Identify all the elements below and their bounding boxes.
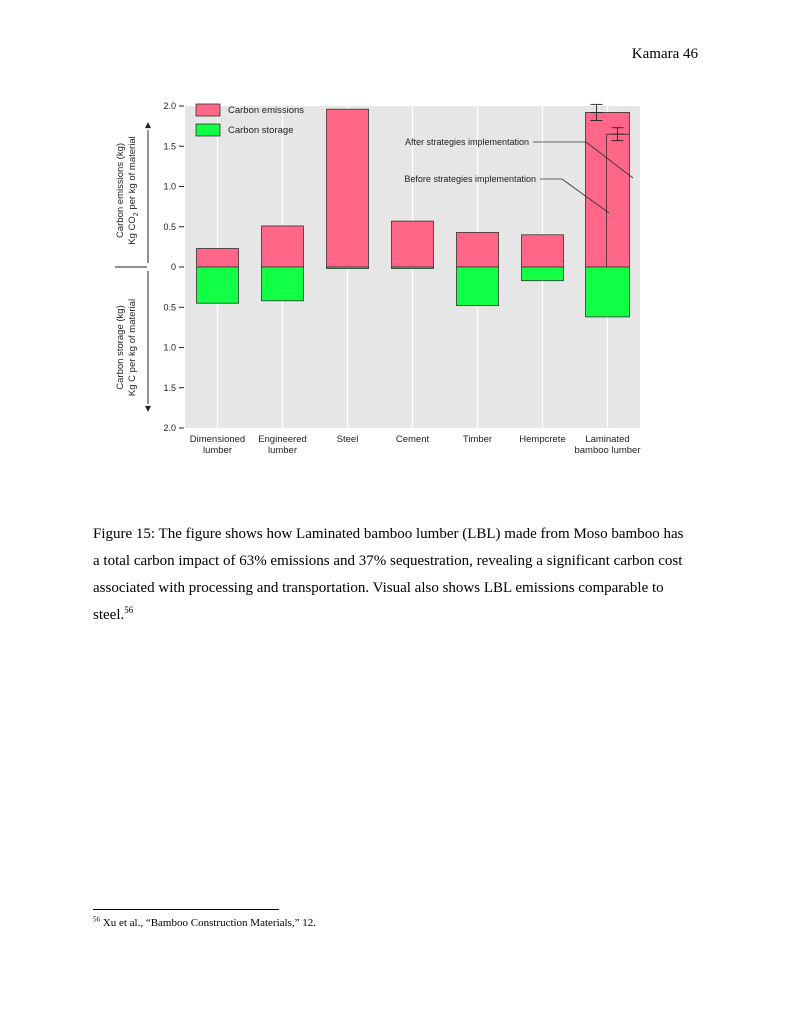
bar-emissions [391,220,434,268]
y-tick-label: 2.0 [163,423,176,433]
annotation-after: After strategies implementation [405,137,529,147]
bar-storage [521,266,564,282]
x-tick-label: Cement [396,434,430,445]
legend-swatch [195,123,221,137]
footnote: 56 Xu et al., “Bamboo Construction Mater… [93,915,316,929]
carbon-chart: 2.0 1.5 1.0 0.5 0 0.5 1.0 1.5 2.0 Carbon emission… [110,92,670,462]
x-tick-label: lumber [203,445,232,456]
footnote-rule [93,909,279,910]
y-tick-label: 2.0 [163,101,176,111]
y-axis-label-emissions-units: Kg CO2 per kg of material [127,136,140,244]
y-tick-label: 0.5 [163,302,176,312]
caption-text: Figure 15: The figure shows how Laminate… [93,526,684,623]
bar-emissions [196,248,239,268]
x-tick-label: Steel [337,434,359,445]
y-tick-label: 1.0 [163,182,176,192]
y-axis-label-storage-units: Kg C per kg of material [127,299,138,396]
bar-emissions [261,225,304,268]
x-tick-label: Laminated [585,434,629,445]
x-tick-label: Hempcrete [519,434,565,445]
bar-storage [391,266,434,270]
y-axis-arrow-up-head [145,122,151,129]
y-axis-arrow-down-head [145,405,151,412]
x-tick-label: bamboo lumber [574,445,640,456]
x-tick-label: Engineered [258,434,307,445]
footnote-number: 56 [93,915,100,924]
y-tick-label: 1.0 [163,343,176,353]
figure-caption: Figure 15: The figure shows how Laminate… [93,521,693,629]
y-axis-label-part: per kg of material [127,136,138,212]
bar-storage [261,266,304,302]
bar-emissions [585,112,630,268]
y-axis-label-part: Kg CO [127,216,138,245]
annotation-after-leader [585,141,634,179]
x-tick-label: Dimensioned [190,434,245,445]
legend-swatch [195,103,221,117]
bar-storage [196,266,239,304]
bar-storage [585,266,630,318]
y-tick-label: 1.5 [163,141,176,151]
bar-storage [456,266,499,307]
y-tick-label: 0.5 [163,222,176,232]
footnote-text: Xu et al., “Bamboo Construction Material… [102,917,316,929]
y-axis-label-emissions: Carbon emissions (kg) [115,143,126,238]
annotation-before: Before strategies implementation [404,174,536,184]
annotation-before-leader [561,178,610,214]
bar-emissions [456,231,499,268]
bar-emissions [326,108,369,268]
caption-footnote-ref[interactable]: 56 [124,605,134,615]
legend-label: Carbon storage [228,125,293,136]
y-axis-label-subscript: 2 [133,212,140,216]
x-tick-label: lumber [268,445,297,456]
y-tick-label: 1.5 [163,383,176,393]
legend-label: Carbon emissions [228,105,304,116]
y-axis-label-storage: Carbon storage (kg) [115,305,126,389]
bar-emissions [521,234,564,268]
bar-storage [326,266,369,270]
running-head: Kamara 46 [631,46,698,62]
x-tick-label: Timber [463,434,492,445]
carbon-chart-svg: 2.0 1.5 1.0 0.5 0 0.5 1.0 1.5 2.0 Carbon emission… [115,101,641,456]
y-tick-label: 0 [171,262,176,272]
